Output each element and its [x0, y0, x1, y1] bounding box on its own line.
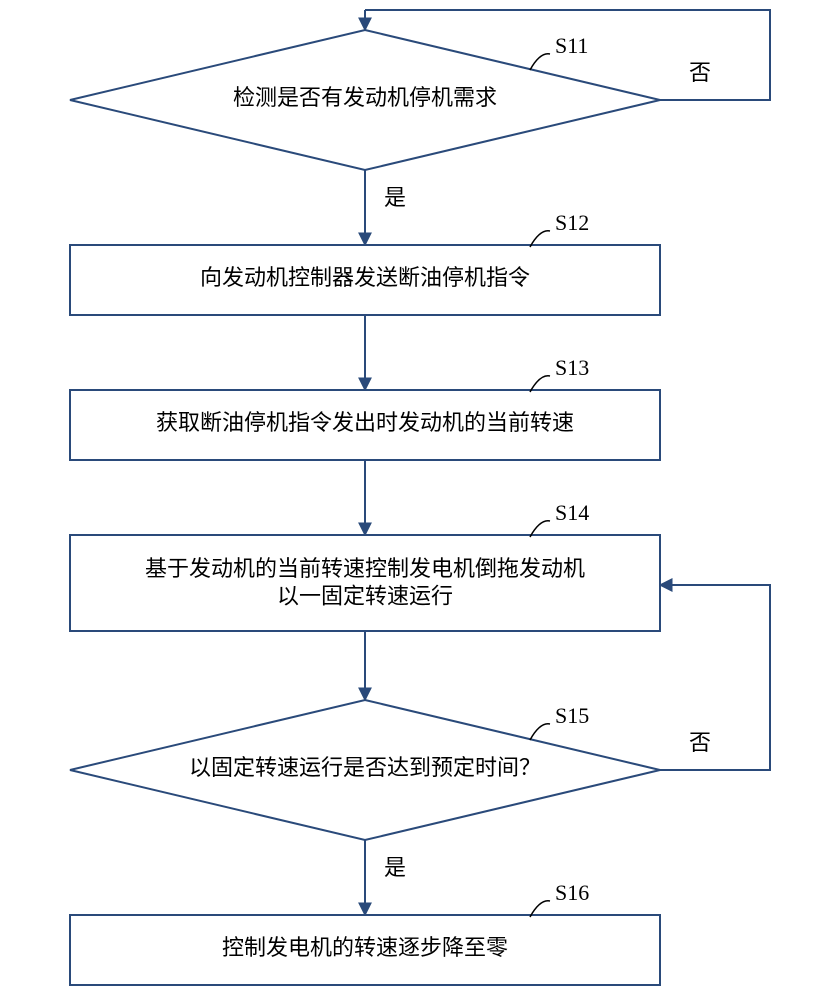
label-yes: 是: [384, 855, 406, 880]
step-label-s14: S14: [555, 500, 589, 525]
label-curve-s15: [530, 724, 550, 740]
text-s11: 检测是否有发动机停机需求: [233, 85, 497, 110]
text-s16: 控制发电机的转速逐步降至零: [222, 935, 508, 960]
edge-s15_no: [660, 585, 770, 770]
step-label-s16: S16: [555, 880, 589, 905]
text-s12: 向发动机控制器发送断油停机指令: [200, 265, 530, 290]
label-curve-s11: [530, 54, 550, 70]
label-yes: 是: [384, 185, 406, 210]
text-s15: 以固定转速运行是否达到预定时间？: [189, 755, 541, 780]
step-label-s13: S13: [555, 355, 589, 380]
text-s13: 获取断油停机指令发出时发动机的当前转速: [156, 410, 574, 435]
step-label-s12: S12: [555, 210, 589, 235]
step-label-s11: S11: [555, 33, 588, 58]
label-no: 否: [689, 60, 711, 85]
step-label-s15: S15: [555, 703, 589, 728]
label-no: 否: [689, 730, 711, 755]
